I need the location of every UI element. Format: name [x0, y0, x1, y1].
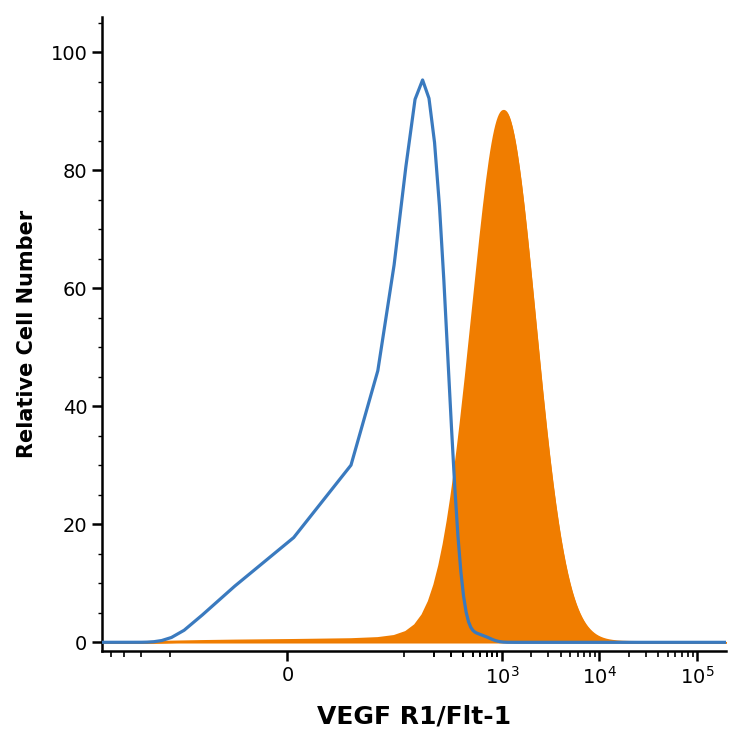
- Y-axis label: Relative Cell Number: Relative Cell Number: [16, 210, 36, 458]
- X-axis label: VEGF R1/Flt-1: VEGF R1/Flt-1: [317, 704, 511, 729]
